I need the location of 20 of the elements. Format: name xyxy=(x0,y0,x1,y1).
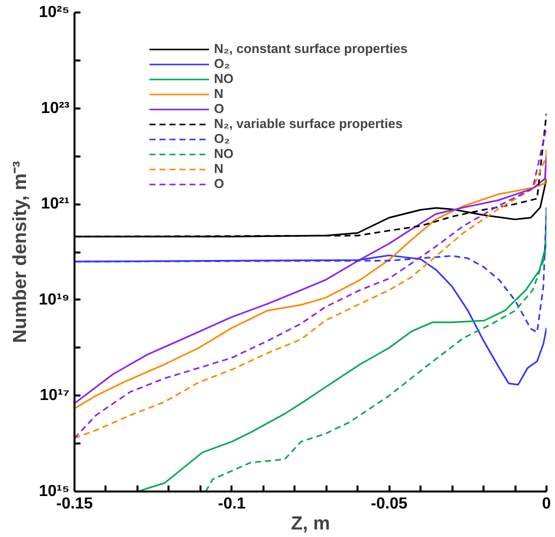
legend-label: O₂ xyxy=(214,131,231,146)
y-tick-label: 10²³ xyxy=(41,100,70,117)
legend-label: N xyxy=(214,86,224,101)
y-tick-label: 10¹⁷ xyxy=(40,387,70,404)
y-tick-label: 10¹⁹ xyxy=(38,291,70,308)
x-tick-label: -0.1 xyxy=(218,496,246,512)
x-tick-label: 0 xyxy=(542,496,552,512)
legend-label: NO xyxy=(214,146,234,161)
legend-label: NO xyxy=(214,71,234,86)
x-axis-title: Z, m xyxy=(290,514,330,534)
legend-label: O₂ xyxy=(214,56,231,71)
legend-label: O xyxy=(214,101,226,116)
y-tick-label: 10²⁵ xyxy=(38,4,70,21)
y-tick-label: 10²¹ xyxy=(41,196,70,213)
legend-label: N₂, constant surface properties xyxy=(214,41,408,56)
y-axis-title: Number density, m⁻³ xyxy=(10,161,31,343)
legend-label: O xyxy=(214,176,226,191)
legend-label: N xyxy=(214,161,224,176)
legend-label: N₂, variable surface properties xyxy=(214,116,403,131)
x-tick-label: -0.05 xyxy=(370,496,408,512)
